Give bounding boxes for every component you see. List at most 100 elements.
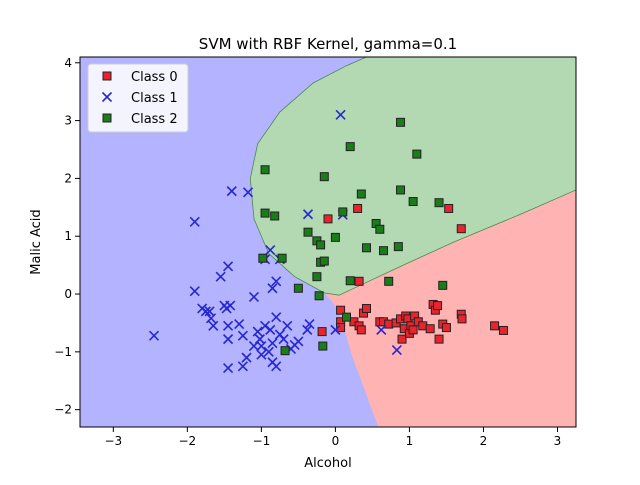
x-axis-ticks: −3 −2 −1 0 1 2 3 bbox=[104, 427, 561, 448]
data-point-class-2 bbox=[408, 197, 418, 207]
data-point-class-1 bbox=[282, 320, 293, 331]
data-point-class-1 bbox=[267, 338, 278, 349]
data-point-class-2 bbox=[303, 227, 313, 237]
data-point-class-1 bbox=[278, 334, 289, 345]
data-point-class-1 bbox=[376, 324, 387, 335]
y-tick-label: 2 bbox=[64, 171, 72, 185]
data-point-class-1 bbox=[222, 261, 234, 272]
y-tick-label: 0 bbox=[64, 287, 72, 301]
data-point-class-0 bbox=[425, 324, 435, 334]
data-point-class-2 bbox=[318, 341, 328, 351]
data-point-class-0 bbox=[397, 334, 407, 344]
y-tick-label: 4 bbox=[64, 56, 72, 70]
data-point-class-1 bbox=[267, 283, 278, 294]
data-point-class-2 bbox=[345, 142, 355, 152]
x-tick-label: 2 bbox=[480, 434, 488, 448]
data-point-class-1 bbox=[330, 324, 341, 335]
data-point-class-1 bbox=[304, 319, 315, 330]
x-tick-label: 0 bbox=[332, 434, 340, 448]
y-tick-label: 1 bbox=[64, 229, 72, 243]
data-point-class-2 bbox=[345, 276, 355, 286]
data-point-class-0 bbox=[444, 203, 454, 213]
data-point-class-1 bbox=[222, 362, 234, 374]
legend: Class 0 Class 1 Class 2 bbox=[87, 63, 189, 133]
data-point-class-2 bbox=[312, 272, 322, 282]
data-point-class-1 bbox=[265, 324, 276, 335]
data-point-class-2 bbox=[379, 246, 389, 256]
data-point-class-2 bbox=[338, 207, 348, 217]
data-point-class-2 bbox=[277, 253, 287, 263]
data-point-class-2 bbox=[314, 291, 324, 301]
data-point-class-0 bbox=[354, 276, 364, 286]
data-point-class-0 bbox=[418, 321, 428, 331]
data-point-class-1 bbox=[248, 291, 260, 302]
data-point-class-2 bbox=[260, 208, 270, 218]
x-tick-label: 3 bbox=[554, 434, 562, 448]
data-point-class-1 bbox=[256, 349, 267, 360]
data-point-class-0 bbox=[323, 214, 333, 224]
data-point-class-2 bbox=[438, 280, 448, 290]
data-point-class-1 bbox=[208, 320, 219, 331]
data-point-class-1 bbox=[148, 330, 160, 341]
x-tick-label: −3 bbox=[104, 434, 122, 448]
data-point-class-1 bbox=[260, 320, 271, 331]
data-point-class-2 bbox=[361, 243, 371, 253]
data-point-class-1 bbox=[226, 186, 237, 197]
legend-label-class-2: Class 2 bbox=[131, 112, 178, 127]
data-point-class-1 bbox=[263, 346, 274, 357]
data-point-class-1 bbox=[200, 306, 211, 317]
data-point-class-0 bbox=[490, 321, 500, 331]
data-point-class-0 bbox=[353, 203, 363, 213]
y-tick-label: −2 bbox=[54, 403, 72, 417]
data-point-class-2 bbox=[393, 242, 403, 252]
data-point-class-1 bbox=[391, 345, 402, 356]
data-point-class-1 bbox=[271, 276, 282, 287]
data-point-class-1 bbox=[271, 312, 282, 323]
legend-marker-class-0 bbox=[102, 71, 112, 81]
data-point-class-1 bbox=[205, 313, 217, 324]
data-point-class-2 bbox=[396, 117, 406, 127]
data-point-class-1 bbox=[271, 361, 282, 372]
y-tick-label: −1 bbox=[54, 345, 72, 359]
data-point-class-0 bbox=[361, 303, 371, 313]
legend-label-class-1: Class 1 bbox=[131, 91, 178, 106]
data-point-class-1 bbox=[237, 361, 248, 372]
data-point-class-1 bbox=[302, 324, 313, 335]
plot-frame bbox=[79, 56, 577, 428]
data-point-class-1 bbox=[265, 245, 276, 256]
data-point-class-2 bbox=[412, 149, 422, 159]
data-point-class-1 bbox=[252, 326, 263, 337]
x-axis-label: Alcohol bbox=[304, 456, 351, 471]
data-point-class-0 bbox=[408, 325, 418, 335]
legend-label-class-0: Class 0 bbox=[131, 70, 178, 85]
x-tick-label: −1 bbox=[253, 434, 271, 448]
data-point-class-0 bbox=[317, 327, 327, 337]
data-point-class-0 bbox=[356, 325, 366, 335]
data-point-class-0 bbox=[434, 334, 444, 344]
data-point-class-0 bbox=[384, 319, 394, 329]
data-point-class-1 bbox=[222, 320, 234, 331]
x-tick-label: 1 bbox=[406, 434, 414, 448]
legend-marker-class-1 bbox=[101, 91, 113, 103]
data-point-class-1 bbox=[256, 340, 267, 352]
data-point-class-1 bbox=[241, 352, 252, 363]
data-point-class-2 bbox=[258, 253, 268, 263]
data-point-class-2 bbox=[375, 224, 385, 234]
y-tick-label: 3 bbox=[64, 114, 72, 128]
data-point-class-2 bbox=[396, 185, 406, 195]
chart-title: SVM with RBF Kernel, gamma=0.1 bbox=[199, 35, 457, 53]
data-point-class-2 bbox=[260, 165, 270, 175]
data-point-class-1 bbox=[222, 334, 234, 345]
data-points bbox=[148, 109, 508, 374]
data-point-class-2 bbox=[319, 172, 329, 182]
data-point-class-0 bbox=[457, 314, 467, 324]
data-point-class-2 bbox=[270, 211, 280, 221]
data-point-class-1 bbox=[248, 340, 260, 352]
data-point-class-2 bbox=[384, 276, 394, 286]
data-point-class-2 bbox=[330, 232, 340, 242]
data-point-class-1 bbox=[242, 187, 254, 198]
data-point-class-0 bbox=[433, 301, 443, 311]
data-point-class-0 bbox=[336, 305, 346, 315]
data-point-class-0 bbox=[456, 224, 466, 234]
